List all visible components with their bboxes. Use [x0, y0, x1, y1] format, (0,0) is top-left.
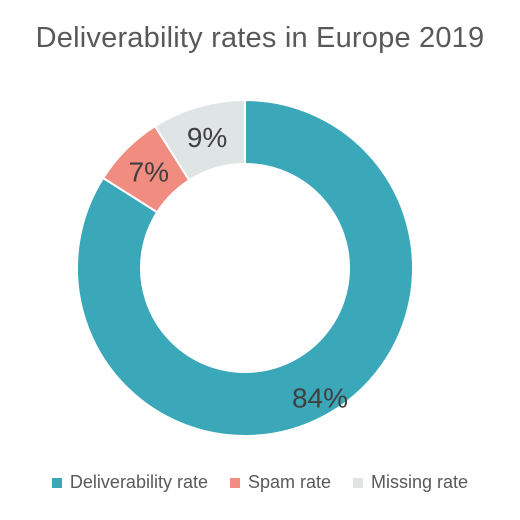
legend-label-deliverability: Deliverability rate [69, 472, 208, 492]
legend-label-spam: Spam rate [247, 472, 332, 492]
legend-item-missing: Missing rate [353, 472, 468, 493]
slice-missing [153, 98, 246, 182]
legend-label-missing: Missing rate [371, 472, 469, 492]
legend-swatch-deliverability [51, 477, 62, 488]
data-label-deliverability: 84% [292, 382, 348, 413]
chart-legend: Deliverability rate Spam rate Missing ra… [0, 472, 520, 493]
legend-swatch-spam [229, 477, 240, 488]
chart-title: Deliverability rates in Europe 2019 [35, 22, 485, 54]
legend-swatch-missing [353, 477, 364, 488]
data-label-spam: 7% [129, 156, 169, 187]
legend-item-deliverability: Deliverability rate [51, 472, 208, 493]
data-label-missing: 9% [187, 122, 227, 153]
slice-deliverability [76, 98, 414, 437]
legend-item-spam: Spam rate [229, 472, 332, 493]
